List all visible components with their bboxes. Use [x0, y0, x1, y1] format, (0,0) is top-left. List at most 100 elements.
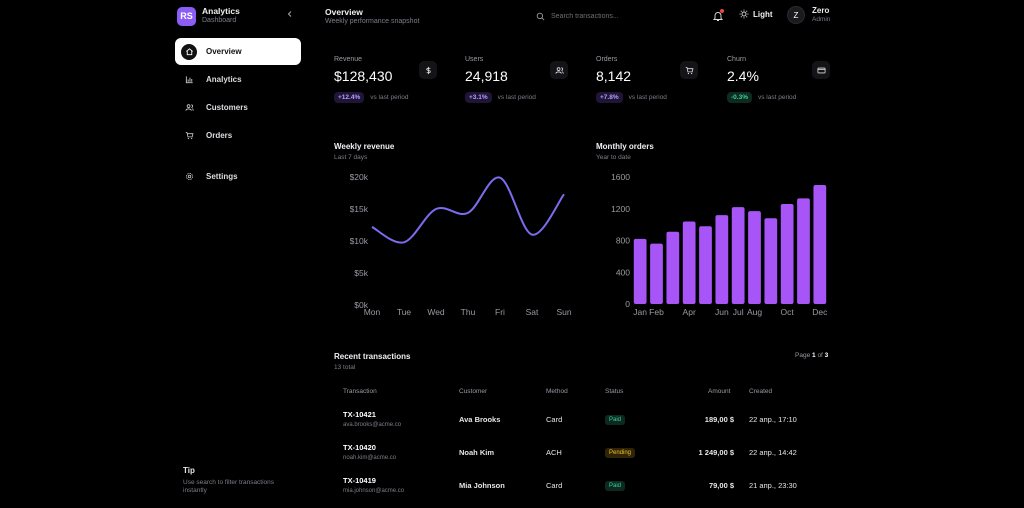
sidebar-item-label: Analytics: [206, 75, 242, 84]
kpi-delta: +3.1%: [465, 92, 492, 103]
kpi-delta: +7.8%: [596, 92, 623, 103]
table-row[interactable]: TX-10421 ava.brooks@acme.co Ava Brooks C…: [334, 408, 834, 441]
transactions-header: Recent transactions 13 total: [334, 352, 410, 371]
x-tick-label: Sun: [556, 307, 571, 317]
sidebar-item-analytics[interactable]: Analytics: [175, 66, 301, 93]
brand[interactable]: RS Analytics Dashboard: [177, 6, 240, 26]
bar: [633, 238, 647, 304]
kpi-note: vs last period: [497, 94, 536, 101]
kpi-card-users: Users 24,918 +3.1% vs last period: [465, 56, 575, 116]
bar: [666, 231, 680, 304]
amount: 79,00 $: [708, 481, 734, 490]
y-tick-label: 400: [616, 267, 630, 277]
bar: [715, 215, 729, 304]
pagination[interactable]: Page 1 of 3: [795, 352, 829, 359]
column-header-method[interactable]: Method: [546, 388, 568, 395]
bell-icon: [712, 12, 724, 21]
sidebar-item-customers[interactable]: Customers: [175, 94, 301, 121]
column-header-customer[interactable]: Customer: [459, 388, 488, 395]
x-tick-label: Tue: [397, 307, 412, 317]
x-tick-label: Thu: [461, 307, 476, 317]
x-tick-label: Jun: [715, 307, 729, 317]
x-tick-label: Dec: [812, 307, 828, 317]
kpi-card-orders: Orders 8,142 +7.8% vs last period: [596, 56, 706, 116]
user-menu[interactable]: Z Zero Admin: [787, 6, 830, 24]
y-tick-label: 1600: [611, 172, 630, 182]
created-at: 22 апр., 17:10: [749, 415, 797, 424]
bar: [650, 243, 663, 304]
monthly-orders-header: Monthly orders Year to date: [596, 142, 654, 161]
dollar-icon: [419, 61, 437, 79]
theme-toggle[interactable]: Light: [739, 9, 773, 19]
y-tick-label: $20k: [350, 172, 369, 182]
table-row[interactable]: TX-10420 noah.kim@acme.co Noah Kim ACH P…: [334, 441, 834, 474]
gear-icon: [181, 169, 197, 185]
x-tick-label: Mon: [364, 307, 381, 317]
y-tick-label: $10k: [350, 236, 369, 246]
sidebar: RS Analytics Dashboard Overview Analytic…: [168, 0, 308, 508]
bar: [682, 221, 696, 304]
current-page: 1: [812, 352, 816, 359]
transaction-email: mia.johnson@acme.co: [343, 488, 405, 494]
kpi-card-churn: Churn 2.4% -0.3% vs last period: [727, 56, 837, 116]
x-tick-label: Jul: [733, 307, 744, 317]
customer-name: Mia Johnson: [459, 481, 505, 490]
column-header-amount[interactable]: Amount: [708, 388, 731, 395]
tip-text: Use search to filter transactions instan…: [183, 479, 275, 494]
kpi-label: Orders: [596, 56, 618, 63]
chart-title: Monthly orders: [596, 142, 654, 151]
kpi-note: vs last period: [757, 94, 797, 101]
brand-subtitle: Dashboard: [202, 17, 237, 24]
sidebar-item-label: Customers: [206, 103, 248, 112]
bar: [764, 218, 778, 304]
kpi-delta: +12.4%: [334, 92, 365, 103]
x-tick-label: Jan: [633, 307, 647, 317]
sidebar-item-settings[interactable]: Settings: [175, 163, 301, 190]
home-icon: [181, 43, 197, 60]
monthly-orders-chart: 0 400 800 1200 1600 Jan Feb Apr Jun Jul Aug Oct Dec: [611, 172, 828, 317]
y-tick-label: 0: [625, 299, 630, 309]
notification-dot: [720, 9, 724, 13]
bar-chart-icon: [181, 72, 197, 88]
x-tick-label: Fri: [495, 307, 505, 317]
sun-icon: [739, 9, 749, 19]
sidebar-item-label: Settings: [206, 172, 238, 181]
customer-name: Ava Brooks: [459, 415, 501, 424]
sidebar-item-overview[interactable]: Overview: [175, 38, 301, 65]
page-header: Overview Weekly performance snapshot: [325, 7, 419, 25]
kpi-value: 8,142: [596, 68, 632, 84]
collapse-sidebar-button[interactable]: [285, 10, 295, 20]
x-tick-label: Apr: [683, 307, 696, 317]
brand-logo: RS: [177, 6, 196, 26]
kpi-value: $128,430: [334, 68, 393, 84]
users-icon: [550, 61, 568, 79]
user-role: Admin: [812, 16, 831, 23]
search-input[interactable]: [551, 12, 641, 20]
theme-label: Light: [753, 9, 773, 19]
sidebar-item-orders[interactable]: Orders: [175, 122, 301, 149]
bar: [780, 203, 794, 304]
revenue-line: [371, 176, 565, 244]
kpi-note: vs last period: [628, 94, 667, 101]
transaction-id: TX-10419: [343, 476, 376, 485]
transaction-id: TX-10420: [343, 443, 376, 452]
page-title: Overview: [325, 7, 363, 17]
tip-box: Tip Use search to filter transactions in…: [183, 466, 293, 495]
kpi-value: 24,918: [465, 68, 508, 84]
column-header-status[interactable]: Status: [605, 388, 624, 395]
user-name: Zero: [812, 6, 830, 15]
transaction-email: noah.kim@acme.co: [343, 455, 397, 461]
notifications-button[interactable]: [712, 9, 724, 21]
amount: 1 249,00 $: [698, 448, 734, 457]
column-header-created[interactable]: Created: [749, 388, 773, 395]
search-icon: [536, 12, 545, 20]
created-at: 22 апр., 14:42: [749, 448, 797, 457]
table-row[interactable]: TX-10419 mia.johnson@acme.co Mia Johnson…: [334, 474, 834, 507]
y-tick-label: $5k: [354, 268, 368, 278]
status-badge: Paid: [605, 415, 626, 425]
created-at: 21 апр., 23:30: [749, 481, 797, 490]
card-icon: [812, 61, 830, 79]
status-badge: Paid: [605, 481, 626, 491]
search-box[interactable]: [536, 10, 646, 22]
column-header-transaction[interactable]: Transaction: [343, 388, 377, 395]
